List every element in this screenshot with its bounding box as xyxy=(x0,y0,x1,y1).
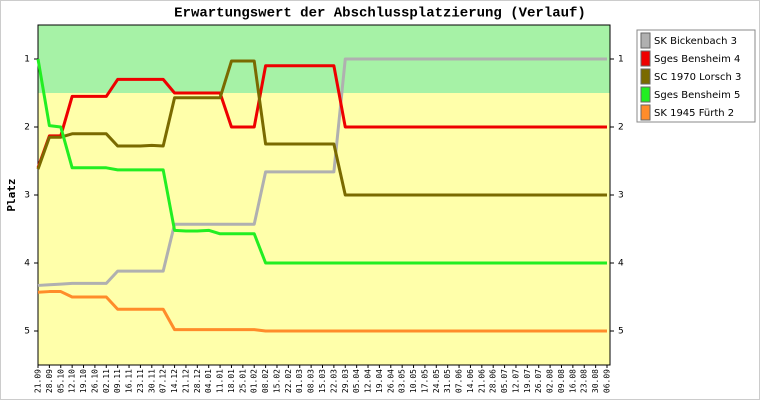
series-line xyxy=(36,59,607,197)
x-tick-label: 21.09 xyxy=(34,369,43,393)
x-tick-label: 03.05 xyxy=(398,369,407,393)
legend-box xyxy=(636,29,756,123)
x-tick-label: 16.11 xyxy=(125,369,134,393)
x-tick-label: 06.09 xyxy=(603,369,612,393)
y-tick-label: 5 xyxy=(24,327,30,337)
y-tick-label: 1 xyxy=(618,55,624,65)
legend-label: SK 1945 Fürth 2 xyxy=(654,108,734,119)
y-axis-label: Platz xyxy=(5,178,18,211)
x-tick-label: 08.02 xyxy=(261,369,270,393)
chart-title: Erwartungswert der Abschlussplatzierung … xyxy=(174,6,586,22)
x-tick-label: 02.08 xyxy=(546,369,555,393)
x-tick-label: 02.11 xyxy=(102,369,111,393)
x-tick-label: 04.01 xyxy=(204,369,213,393)
x-tick-label: 21.06 xyxy=(477,369,486,393)
legend-swatch xyxy=(640,86,651,103)
y-tick-label: 2 xyxy=(618,123,624,133)
x-tick-label: 08.03 xyxy=(307,369,316,393)
x-tick-label: 09.08 xyxy=(557,369,566,393)
band xyxy=(38,93,610,365)
x-tick-label: 12.07 xyxy=(511,369,520,393)
x-tick-label: 22.03 xyxy=(329,369,338,393)
series-line xyxy=(37,290,607,333)
x-tick-label: 28.09 xyxy=(45,369,54,393)
y-tick-label: 1 xyxy=(24,55,30,65)
y-tick-label: 4 xyxy=(24,259,30,269)
series-line xyxy=(37,57,607,287)
legend-label: Sges Bensheim 4 xyxy=(654,54,740,65)
x-tick-label: 30.11 xyxy=(147,369,156,393)
x-tick-label: 19.07 xyxy=(523,369,532,393)
x-tick-label: 01.02 xyxy=(250,369,259,393)
x-tick-label: 17.05 xyxy=(420,369,429,393)
x-tick-label: 23.08 xyxy=(580,369,589,393)
x-tick-label: 05.07 xyxy=(500,369,509,393)
x-tick-label: 01.03 xyxy=(295,369,304,393)
x-tick-label: 15.02 xyxy=(272,369,281,393)
y-tick-label: 3 xyxy=(24,191,30,201)
x-tick-label: 26.04 xyxy=(386,369,395,393)
x-tick-label: 16.08 xyxy=(568,369,577,393)
series-line xyxy=(36,64,607,169)
x-tick-label: 14.12 xyxy=(170,369,179,393)
x-tick-label: 12.04 xyxy=(364,369,373,393)
x-tick-label: 18.01 xyxy=(227,369,236,393)
x-tick-label: 21.12 xyxy=(181,369,190,393)
x-tick-label: 31.05 xyxy=(443,369,452,393)
x-tick-label: 07.12 xyxy=(159,369,168,393)
x-tick-label: 11.01 xyxy=(216,369,225,393)
x-tick-label: 10.05 xyxy=(409,369,418,393)
legend-swatch xyxy=(640,68,651,85)
legend-swatch xyxy=(640,32,651,49)
legend-swatch xyxy=(640,104,651,121)
x-tick-label: 24.05 xyxy=(432,369,441,393)
legend-swatch xyxy=(640,50,651,67)
y-tick-label: 4 xyxy=(618,259,624,269)
x-tick-label: 30.08 xyxy=(591,369,600,393)
x-tick-label: 25.01 xyxy=(238,369,247,393)
x-tick-label: 22.02 xyxy=(284,369,293,393)
legend-label: SC 1970 Lorsch 3 xyxy=(654,72,741,83)
x-tick-label: 19.10 xyxy=(79,369,88,393)
y-tick-label: 3 xyxy=(618,191,624,201)
legend-label: Sges Bensheim 5 xyxy=(654,90,740,101)
x-tick-label: 05.04 xyxy=(352,369,361,393)
x-tick-label: 28.12 xyxy=(193,369,202,393)
x-tick-label: 12.10 xyxy=(68,369,77,393)
y-tick-label: 2 xyxy=(24,123,30,133)
x-tick-label: 15.03 xyxy=(318,369,327,393)
x-tick-label: 23.11 xyxy=(136,369,145,393)
x-tick-label: 07.06 xyxy=(455,369,464,393)
x-tick-label: 09.11 xyxy=(113,369,122,393)
x-tick-label: 29.03 xyxy=(341,369,350,393)
x-tick-label: 28.06 xyxy=(489,369,498,393)
x-tick-label: 26.10 xyxy=(90,369,99,393)
x-tick-label: 05.10 xyxy=(56,369,65,393)
y-tick-label: 5 xyxy=(618,327,624,337)
series-line xyxy=(36,58,607,265)
x-tick-label: 26.07 xyxy=(534,369,543,393)
x-tick-label: 14.06 xyxy=(466,369,475,393)
legend-label: SK Bickenbach 3 xyxy=(654,36,737,47)
x-tick-label: 19.04 xyxy=(375,369,384,393)
